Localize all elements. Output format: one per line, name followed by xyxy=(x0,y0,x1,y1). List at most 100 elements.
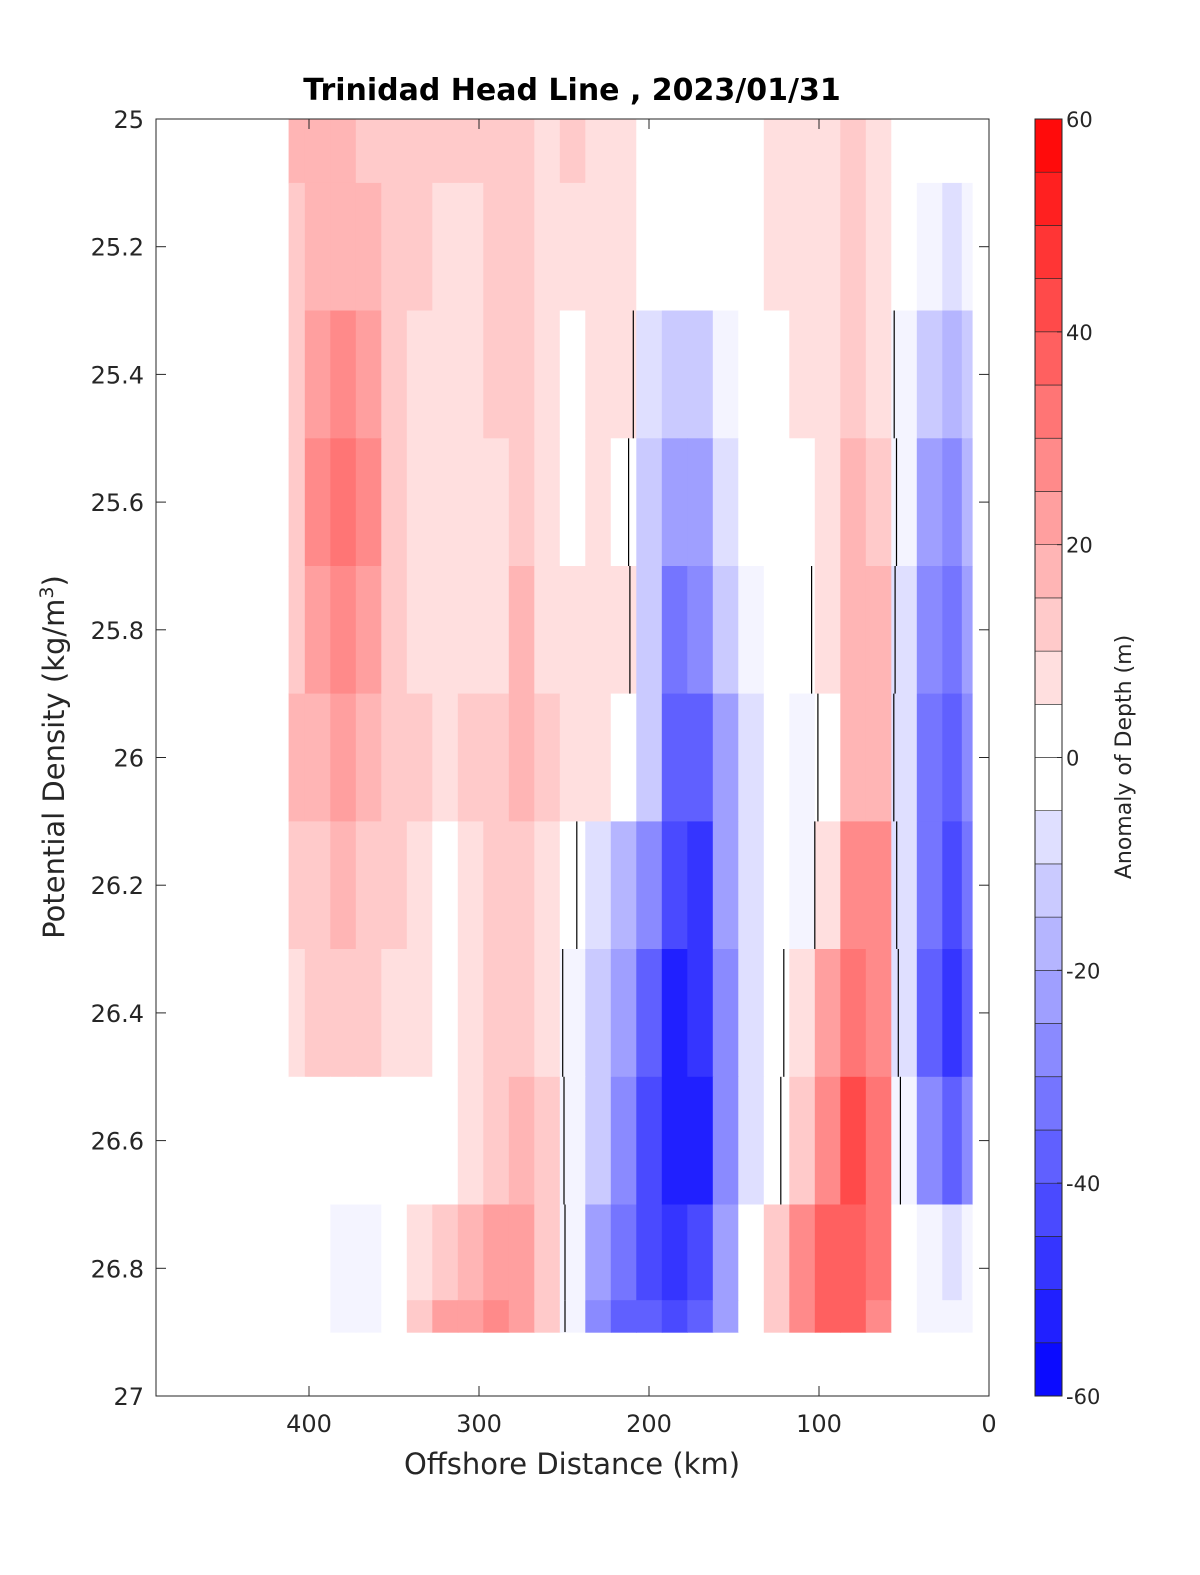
heatmap-cell xyxy=(961,1076,973,1206)
heatmap-cell xyxy=(916,693,943,822)
heatmap-cell xyxy=(789,182,816,312)
heatmap-cell xyxy=(738,119,765,184)
heatmap-cell xyxy=(330,821,357,950)
heatmap-cell xyxy=(789,821,816,950)
heatmap-cell xyxy=(432,566,459,695)
heatmap-cell xyxy=(304,182,331,312)
heatmap-cell xyxy=(610,566,637,695)
colorbar-band xyxy=(1034,331,1063,386)
heatmap-cell xyxy=(355,1204,382,1301)
heatmap-cell xyxy=(712,1204,739,1301)
heatmap-cell xyxy=(304,310,331,439)
heatmap-cell xyxy=(381,566,408,695)
heatmap-cell xyxy=(942,821,963,950)
y-tick-label: 27 xyxy=(113,1383,144,1411)
heatmap-cell xyxy=(355,949,382,1078)
heatmap-cell xyxy=(355,566,382,695)
y-tick-label: 25.6 xyxy=(91,489,144,517)
heatmap-cell xyxy=(891,1204,918,1301)
heatmap-cell xyxy=(763,821,790,950)
heatmap-cell xyxy=(304,693,331,822)
heatmap-cell xyxy=(814,566,841,695)
plot-area: 400 300 200 100 0 25 25.2 25.4 25.6 25.8 26 26.2 26… xyxy=(91,106,997,1438)
heatmap-cell xyxy=(763,693,790,822)
heatmap-cell xyxy=(381,1076,408,1206)
heatmap-cell xyxy=(483,949,510,1078)
heatmap-cell xyxy=(508,1204,535,1301)
heatmap-cell xyxy=(942,119,963,184)
heatmap-cell xyxy=(534,1076,561,1206)
heatmap-cell xyxy=(508,1076,535,1206)
heatmap-cell xyxy=(712,949,739,1078)
heatmap-cell xyxy=(763,182,790,312)
heatmap-cell xyxy=(661,310,688,439)
heatmap-cell xyxy=(432,119,459,184)
heatmap-cell xyxy=(942,693,963,822)
heatmap-cell xyxy=(763,949,790,1078)
heatmap-cell xyxy=(534,182,561,312)
heatmap-cell xyxy=(406,949,433,1078)
heatmap-cell xyxy=(381,119,408,184)
colorbar-tick-label: 20 xyxy=(1066,534,1093,558)
heatmap-cell xyxy=(534,438,561,567)
heatmap-cell xyxy=(865,119,892,184)
heatmap-cell xyxy=(483,182,510,312)
heatmap-cell xyxy=(355,821,382,950)
heatmap-cell xyxy=(712,438,739,567)
heatmap-cell xyxy=(840,182,867,312)
heatmap-cell xyxy=(916,182,943,312)
heatmap-cell xyxy=(355,1300,382,1333)
heatmap-cell xyxy=(661,566,688,695)
heatmap-cell xyxy=(687,693,714,822)
colorbar-band xyxy=(1034,1342,1063,1397)
colorbar-band xyxy=(1034,278,1063,333)
y-axis-ticks: 25 25.2 25.4 25.6 25.8 26 26.2 26.4 26.6 26.8 27 xyxy=(91,106,989,1411)
heatmap-cell xyxy=(288,310,306,439)
heatmap-cell xyxy=(534,949,561,1078)
heatmap-cell xyxy=(814,310,841,439)
heatmap-cell xyxy=(942,1204,963,1301)
heatmap-cell xyxy=(406,821,433,950)
heatmap-cell xyxy=(406,566,433,695)
heatmap-cell xyxy=(457,310,484,439)
heatmap-cell xyxy=(865,438,892,567)
y-tick-label: 26.8 xyxy=(91,1255,144,1283)
colorbar-tick-label: -20 xyxy=(1066,959,1100,983)
heatmap-cell xyxy=(534,310,561,439)
heatmap-cell xyxy=(585,1300,612,1333)
heatmap-cell xyxy=(288,693,306,822)
heatmap-cell xyxy=(891,1300,918,1333)
colorbar-band xyxy=(1034,437,1063,492)
heatmap-cell xyxy=(330,1204,357,1301)
heatmap-cell xyxy=(840,438,867,567)
heatmap-cell xyxy=(585,693,612,822)
heatmap-cell xyxy=(738,566,765,695)
heatmap-cell xyxy=(381,1204,408,1301)
heatmap-cell xyxy=(508,119,535,184)
heatmap-cell xyxy=(330,693,357,822)
heatmap-cell xyxy=(610,182,637,312)
colorbar-ticks: 60 40 20 0 -20 -40 -60 xyxy=(1057,108,1100,1409)
heatmap-cell xyxy=(508,1300,535,1333)
heatmap-cell xyxy=(610,310,637,439)
heatmap-cell xyxy=(916,821,943,950)
colorbar-band xyxy=(1034,1236,1063,1290)
heatmap-cell xyxy=(636,310,663,439)
heatmap-cell xyxy=(916,949,943,1078)
heatmap-cell xyxy=(508,310,535,439)
heatmap-cell xyxy=(738,1300,765,1333)
heatmap-cell xyxy=(942,1076,963,1206)
heatmap-cell xyxy=(712,182,739,312)
heatmap-cell xyxy=(585,310,612,439)
heatmap-cell xyxy=(712,119,739,184)
colorbar-band xyxy=(1034,703,1063,758)
heatmap-cell xyxy=(840,1076,867,1206)
colorbar-band xyxy=(1034,1023,1063,1078)
y-tick-label: 26.6 xyxy=(91,1128,144,1156)
heatmap-cell xyxy=(381,821,408,950)
heatmap-cell xyxy=(483,566,510,695)
heatmap-cell xyxy=(288,821,306,950)
heatmap-cell xyxy=(381,438,408,567)
heatmap-cell xyxy=(457,1204,484,1301)
heatmap-cell xyxy=(381,1300,408,1333)
